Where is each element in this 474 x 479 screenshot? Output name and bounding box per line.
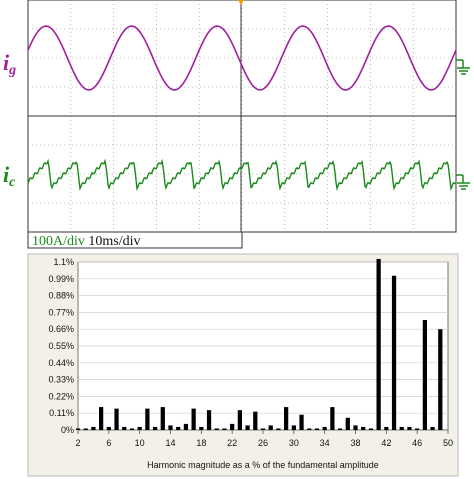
histogram-y-tick-label: 0.66%	[48, 324, 74, 334]
histogram-x-ticks: 2 6 10 14 18 22 26 30 34 38 42 46 50	[75, 430, 453, 448]
histogram-bar	[407, 426, 412, 430]
histogram-bar	[199, 426, 204, 430]
histogram-bar	[99, 407, 104, 430]
histogram-bar	[353, 425, 358, 430]
histogram-bar	[384, 426, 389, 430]
trigger-arrow-icon	[238, 0, 244, 5]
histogram-bar	[284, 407, 289, 430]
histogram-bar	[368, 428, 374, 430]
histogram-bar	[345, 417, 350, 430]
histogram-bar	[260, 428, 266, 430]
ground-icon-bottom	[456, 174, 470, 190]
histogram-y-tick-label: 0.33%	[48, 375, 74, 385]
ground-icon-top	[456, 59, 470, 75]
ic-label: ic	[3, 162, 16, 190]
histogram-bar	[276, 428, 281, 430]
ig-label: ig	[3, 50, 16, 78]
histogram-bar	[415, 428, 420, 430]
histogram-bar	[361, 426, 366, 430]
histogram-y-tick-label: 0.11%	[49, 408, 74, 418]
histogram-x-tick-label: 10	[135, 438, 145, 448]
histogram-bar	[330, 407, 335, 430]
histogram-y-tick-label: 0.99%	[48, 274, 74, 284]
histogram-bar	[299, 414, 304, 430]
histogram-bar	[206, 410, 212, 430]
histogram-x-tick-label: 50	[443, 438, 453, 448]
histogram-x-tick-label: 6	[106, 438, 111, 448]
histogram-y-tick-label: 0%	[61, 425, 74, 435]
histogram-bar	[91, 426, 96, 430]
histogram-bar	[268, 425, 273, 430]
histogram-x-tick-label: 46	[412, 438, 422, 448]
histogram-bar	[314, 428, 320, 430]
histogram-bar	[307, 428, 312, 430]
histogram-y-tick-label: 0.22%	[48, 391, 74, 401]
histogram-y-tick-label: 0.55%	[48, 341, 74, 351]
histogram-plot-area	[77, 261, 449, 431]
oscilloscope-panel: ig ic 100A/div 10ms/div	[3, 0, 470, 249]
histogram-bars	[75, 258, 443, 430]
histogram-bar	[129, 428, 135, 430]
histogram-bar	[245, 425, 250, 430]
histogram-x-tick-label: 26	[258, 438, 268, 448]
histogram-bar	[399, 426, 404, 430]
histogram-x-tick-label: 14	[165, 438, 175, 448]
histogram-y-tick-label: 0.44%	[48, 358, 74, 368]
histogram-x-tick-label: 30	[289, 438, 299, 448]
histogram-bar	[75, 428, 81, 430]
histogram-bar	[291, 425, 296, 430]
histogram-x-tick-label: 42	[381, 438, 391, 448]
histogram-bar	[230, 423, 235, 430]
histogram-bar	[191, 408, 196, 430]
scale-readout: 100A/div 10ms/div	[32, 234, 141, 249]
histogram-bar	[391, 275, 397, 430]
histogram-bar	[137, 426, 142, 430]
histogram-bar	[253, 411, 258, 430]
histogram-x-tick-label: 18	[196, 438, 206, 448]
histogram-bar	[322, 426, 327, 430]
histogram-x-tick-label: 38	[350, 438, 360, 448]
histogram-bar	[152, 426, 158, 430]
ic-waveform	[27, 158, 457, 192]
histogram-x-tick-label: 2	[75, 438, 80, 448]
histogram-bar	[114, 408, 119, 430]
histogram-bar	[422, 320, 427, 430]
histogram-bar	[376, 258, 381, 430]
histogram-y-tick-label: 0.77%	[48, 307, 74, 317]
histogram-y-tick-label: 0.88%	[48, 291, 74, 301]
histogram-bar	[122, 426, 127, 430]
histogram-bar	[438, 329, 443, 430]
histogram-x-tick-label: 34	[320, 438, 330, 448]
histogram-frame	[27, 253, 459, 477]
histogram-bar	[430, 426, 435, 430]
histogram-bar	[237, 410, 242, 430]
histogram-y-ticks: 0% 0.11% 0.22% 0.33% 0.44% 0.55% 0.66% 0.77% 0.8…	[48, 257, 74, 435]
histogram-bar	[145, 408, 150, 430]
histogram-bar	[160, 407, 165, 430]
histogram-y-tick-label: 1.1%	[53, 257, 74, 267]
histogram-bar	[168, 425, 173, 430]
histogram-bar	[222, 428, 227, 430]
ig-waveform	[27, 25, 457, 91]
histogram-bar	[106, 426, 111, 430]
histogram-x-tick-label: 22	[227, 438, 237, 448]
histogram-x-caption: Harmonic magnitude as a % of the fundame…	[147, 460, 379, 470]
histogram-bar	[176, 426, 181, 430]
histogram-bar	[337, 428, 343, 430]
scale-box	[27, 231, 243, 249]
histogram-bar	[214, 428, 219, 430]
histogram-bar	[183, 423, 189, 430]
histogram-bar	[83, 428, 88, 430]
histogram-grid	[78, 261, 448, 414]
